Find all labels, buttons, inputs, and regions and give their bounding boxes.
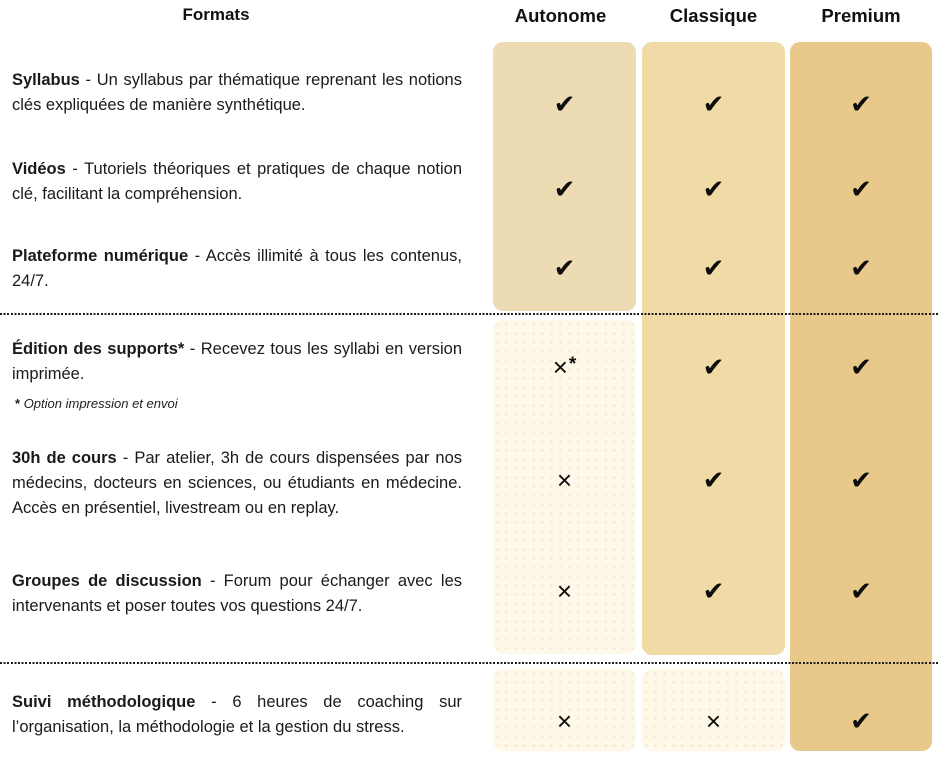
mark-groupes-premium: ✔ [790, 575, 932, 607]
check-icon: ✔ [850, 352, 872, 382]
separator: - [79, 71, 97, 89]
mark-plateforme-premium: ✔ [790, 252, 932, 284]
mark-edition-classique: ✔ [642, 351, 785, 383]
feature-videos-desc: Tutoriels théoriques et pratiques de cha… [12, 160, 462, 203]
check-icon: ✔ [702, 89, 725, 119]
check-icon: ✔ [702, 352, 725, 382]
feature-30h-cours: 30h de cours - Par atelier, 3h de cours … [12, 446, 462, 521]
feature-30h-cours-desc: Par atelier, 3h de cours dispensées par … [12, 449, 462, 517]
feature-groupes-label: Groupes de discussion [12, 572, 202, 590]
formats-header: Formats [182, 5, 250, 24]
feature-groupes-desc: Forum pour échanger avec les intervenant… [12, 572, 462, 615]
feature-suivi: Suivi méthodologique - 6 heures de coach… [12, 690, 462, 740]
feature-suivi-label: Suivi méthodologique [12, 693, 196, 711]
mark-30h-premium: ✔ [790, 464, 932, 496]
cross-icon: × [552, 352, 568, 382]
feature-videos: Vidéos - Tutoriels théoriques et pratiqu… [12, 157, 462, 207]
mark-videos-premium: ✔ [790, 173, 932, 205]
footnote-text: Option impression et envoi [23, 396, 178, 411]
check-icon: ✔ [702, 253, 725, 283]
mark-edition-premium: ✔ [790, 351, 932, 383]
dotted-divider-2 [0, 662, 939, 664]
mark-suivi-autonome: × [493, 705, 636, 737]
check-icon: ✔ [702, 576, 725, 606]
footnote-star: * [15, 396, 21, 411]
cross-icon: × [556, 576, 573, 606]
feature-edition-label: Édition des supports* [12, 340, 185, 358]
mark-videos-classique: ✔ [642, 173, 785, 205]
feature-syllabus-label: Syllabus [12, 71, 80, 89]
check-icon: ✔ [850, 465, 872, 495]
dotted-divider-1 [0, 313, 939, 315]
autonome-column-top-section [493, 42, 636, 311]
mark-suivi-classique: × [642, 705, 785, 737]
cross-icon: × [556, 706, 573, 736]
column-header-premium: Premium [821, 5, 901, 26]
mark-videos-autonome: ✔ [493, 173, 636, 205]
mark-30h-autonome: × [493, 464, 636, 496]
feature-plateforme-desc: Accès illimité à tous les contenus, 24/7… [12, 247, 462, 290]
premium-column-section [790, 42, 932, 751]
feature-syllabus: Syllabus - Un syllabus par thématique re… [12, 68, 462, 118]
check-icon: ✔ [850, 89, 872, 119]
check-icon: ✔ [850, 253, 872, 283]
feature-plateforme: Plateforme numérique - Accès illimité à … [12, 244, 462, 294]
separator: - [184, 340, 201, 358]
separator: - [188, 247, 206, 265]
edition-footnote: * Option impression et envoi [15, 395, 465, 412]
check-icon: ✔ [553, 174, 576, 204]
mark-suivi-premium: ✔ [790, 705, 932, 737]
feature-edition-desc: Recevez tous les syllabi en version impr… [12, 340, 462, 383]
mark-groupes-autonome: × [493, 575, 636, 607]
feature-edition: Édition des supports* - Recevez tous les… [12, 337, 462, 387]
check-icon: ✔ [850, 706, 872, 736]
asterisk: * [568, 354, 577, 375]
mark-syllabus-premium: ✔ [790, 88, 932, 120]
feature-syllabus-desc: Un syllabus par thématique reprenant les… [12, 71, 462, 114]
feature-30h-cours-label: 30h de cours [12, 449, 117, 467]
feature-videos-label: Vidéos [12, 160, 66, 178]
mark-syllabus-autonome: ✔ [493, 88, 636, 120]
check-icon: ✔ [553, 89, 576, 119]
mark-groupes-classique: ✔ [642, 575, 785, 607]
cross-icon: × [556, 465, 573, 495]
autonome-column-bottom-section [493, 669, 636, 751]
separator: - [116, 449, 135, 467]
check-icon: ✔ [850, 174, 872, 204]
separator: - [195, 693, 233, 711]
mark-edition-autonome: ×* [493, 351, 636, 383]
separator: - [201, 572, 224, 590]
check-icon: ✔ [702, 465, 725, 495]
classique-column-top-section [642, 42, 785, 655]
feature-plateforme-label: Plateforme numérique [12, 247, 189, 265]
check-icon: ✔ [702, 174, 725, 204]
mark-plateforme-classique: ✔ [642, 252, 785, 284]
separator: - [65, 160, 85, 178]
check-icon: ✔ [850, 576, 872, 606]
cross-icon: × [705, 706, 722, 736]
check-icon: ✔ [553, 253, 576, 283]
autonome-column-middle-section [493, 320, 636, 654]
mark-plateforme-autonome: ✔ [493, 252, 636, 284]
feature-groupes: Groupes de discussion - Forum pour échan… [12, 569, 462, 619]
column-header-autonome: Autonome [514, 5, 607, 26]
column-header-classique: Classique [669, 5, 758, 26]
feature-suivi-desc: 6 heures de coaching sur l’organisation,… [12, 693, 462, 736]
mark-syllabus-classique: ✔ [642, 88, 785, 120]
mark-30h-classique: ✔ [642, 464, 785, 496]
classique-column-bottom-section [642, 669, 785, 751]
